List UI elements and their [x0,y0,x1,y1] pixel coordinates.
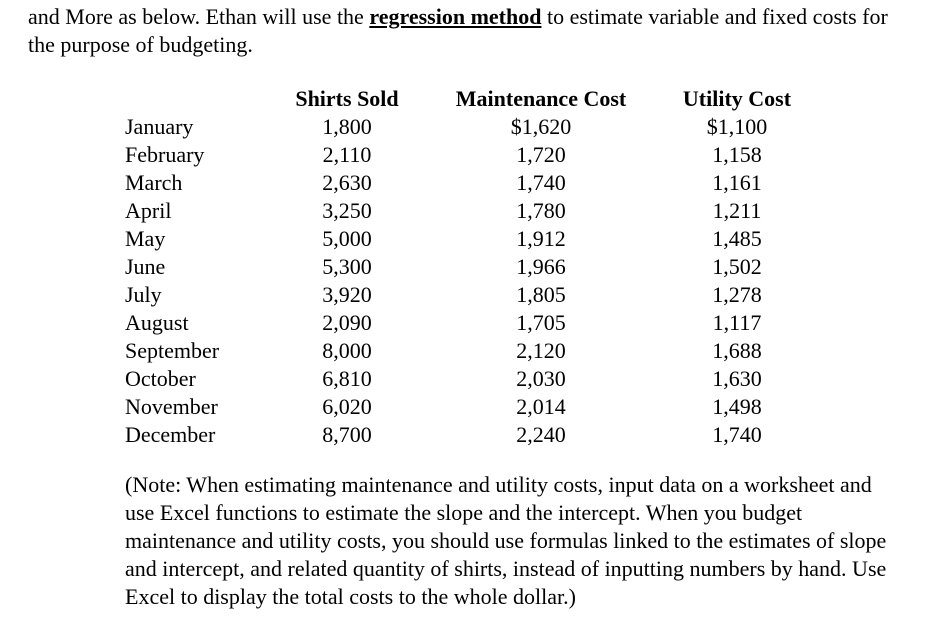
cell-utility: 1,211 [712,198,762,223]
table-row: November 6,020 2,014 1,498 [125,393,811,421]
cell-maintenance: 2,240 [516,422,566,447]
cell-shirts: 6,020 [322,394,372,419]
cell-month: December [125,422,216,447]
cell-utility: 1,485 [712,226,762,251]
cell-shirts: 2,110 [322,142,372,167]
cell-month: November [125,394,218,419]
cell-utility: 1,498 [712,394,762,419]
table-row: September 8,000 2,120 1,688 [125,337,811,365]
cell-month: September [125,338,220,363]
cell-shirts: 1,800 [322,114,372,139]
cell-maintenance: 1,912 [516,226,566,251]
cell-maintenance: $1,620 [510,114,572,139]
cell-utility: 1,740 [712,422,762,447]
table-row: January 1,800 $1,620 $1,100 [125,113,811,141]
cell-maintenance: 1,720 [516,142,566,167]
cell-month: May [125,226,166,251]
table-row: March 2,630 1,740 1,161 [125,169,811,197]
cell-utility: $1,100 [706,114,768,139]
table-row: February 2,110 1,720 1,158 [125,141,811,169]
monthly-cost-table: Shirts Sold Maintenance Cost Utility Cos… [125,85,811,449]
table-row: May 5,000 1,912 1,485 [125,225,811,253]
table-row: August 2,090 1,705 1,117 [125,309,811,337]
cell-shirts: 8,000 [322,338,372,363]
cell-shirts: 5,000 [322,226,372,251]
cell-maintenance: 2,014 [516,394,566,419]
intro-text-before: and More as below. Ethan will use the [28,4,370,29]
cell-utility: 1,688 [712,338,762,363]
header-utility: Utility Cost [682,86,792,111]
cell-shirts: 2,090 [322,310,372,335]
table-body: January 1,800 $1,620 $1,100 February 2,1… [125,113,811,449]
intro-paragraph: and More as below. Ethan will use the re… [28,3,918,59]
cell-month: February [125,142,205,167]
cell-utility: 1,161 [712,170,762,195]
cell-shirts: 8,700 [322,422,372,447]
cell-maintenance: 2,030 [516,366,566,391]
table-row: December 8,700 2,240 1,740 [125,421,811,449]
table-header-row: Shirts Sold Maintenance Cost Utility Cos… [125,85,811,113]
cell-utility: 1,278 [712,282,762,307]
header-shirts-sold: Shirts Sold [295,86,399,111]
regression-method-highlight: regression method [369,4,542,29]
cell-month: January [125,114,194,139]
table-row: June 5,300 1,966 1,502 [125,253,811,281]
cell-month: March [125,170,183,195]
cell-month: August [125,310,189,335]
cell-month: October [125,366,196,391]
cell-maintenance: 1,966 [516,254,566,279]
cell-utility: 1,630 [712,366,762,391]
cell-shirts: 6,810 [322,366,372,391]
table-row: July 3,920 1,805 1,278 [125,281,811,309]
cell-maintenance: 1,780 [516,198,566,223]
cell-shirts: 2,630 [322,170,372,195]
cell-maintenance: 1,705 [516,310,566,335]
table-header: Shirts Sold Maintenance Cost Utility Cos… [125,85,811,113]
cell-month: April [125,198,172,223]
cell-shirts: 3,250 [322,198,372,223]
cell-utility: 1,117 [712,310,762,335]
header-month [125,85,275,113]
cell-maintenance: 2,120 [516,338,566,363]
cell-maintenance: 1,805 [516,282,566,307]
cell-shirts: 3,920 [322,282,372,307]
table-row: October 6,810 2,030 1,630 [125,365,811,393]
note-paragraph: (Note: When estimating maintenance and u… [125,472,887,609]
cell-maintenance: 1,740 [516,170,566,195]
cell-utility: 1,502 [712,254,762,279]
intro-text-after: to estimate variable and fixed costs for… [28,4,888,57]
header-maintenance: Maintenance Cost [455,86,627,111]
cell-utility: 1,158 [712,142,762,167]
cell-shirts: 5,300 [322,254,372,279]
cell-month: July [125,282,162,307]
cell-month: June [125,254,166,279]
table-row: April 3,250 1,780 1,211 [125,197,811,225]
